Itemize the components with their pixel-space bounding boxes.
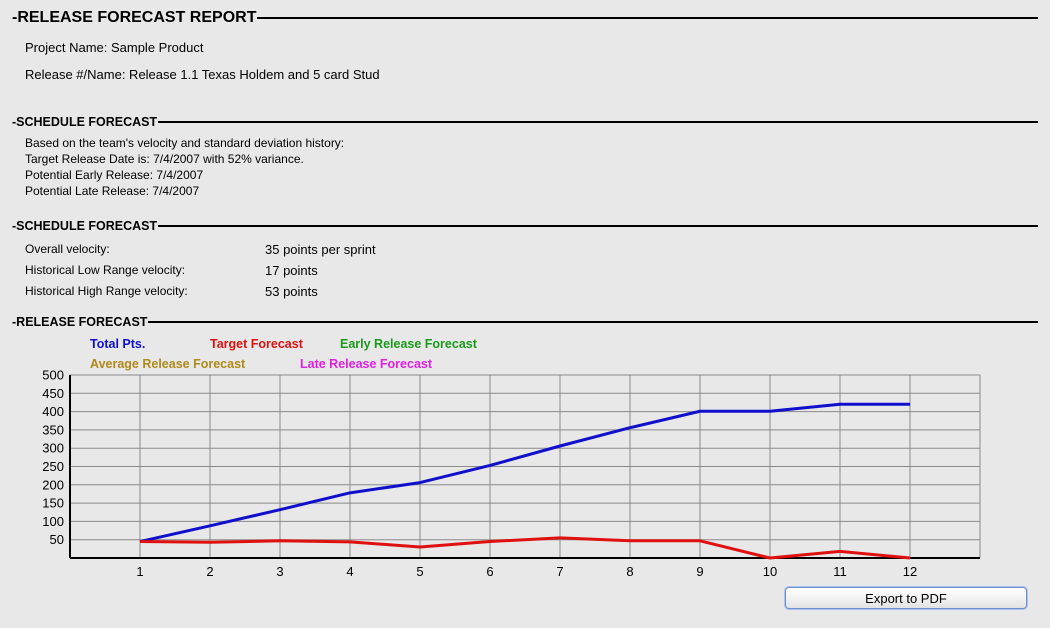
velocity-basis-text: Based on the team's velocity and standar… <box>25 136 345 150</box>
header-rule <box>158 121 1038 123</box>
high-range-velocity-value: 53 points <box>265 284 318 299</box>
x-tick-label: 6 <box>486 564 493 579</box>
series-line-target-forecast <box>139 536 911 560</box>
header-rule <box>148 321 1038 323</box>
early-release-date: Potential Early Release: 7/4/2007 <box>25 168 204 182</box>
legend-early-release-forecast: Early Release Forecast <box>340 337 477 351</box>
series-line-total-pts <box>139 402 910 543</box>
velocity-forecast-header: -SCHEDULE FORECAST <box>12 219 1038 233</box>
y-tick-label: 400 <box>42 404 64 419</box>
project-name: Project Name: Sample Product <box>25 40 204 55</box>
y-tick-label: 300 <box>42 441 64 456</box>
overall-velocity-label: Overall velocity: <box>25 242 110 256</box>
y-tick-label: 100 <box>42 514 64 529</box>
report-title: -RELEASE FORECAST REPORT <box>12 9 257 26</box>
low-range-velocity-value: 17 points <box>265 263 318 278</box>
export-to-pdf-button[interactable]: Export to PDF <box>785 587 1027 609</box>
legend-average-release-forecast: Average Release Forecast <box>90 357 246 371</box>
x-tick-label: 10 <box>763 564 777 579</box>
y-tick-label: 150 <box>42 496 64 511</box>
y-tick-label: 500 <box>42 368 64 383</box>
legend-total-pts: Total Pts. <box>90 337 146 351</box>
release-name: Release #/Name: Release 1.1 Texas Holdem… <box>25 67 380 82</box>
release-forecast-title: -RELEASE FORECAST <box>12 315 148 329</box>
x-tick-label: 4 <box>346 564 353 579</box>
header-rule <box>257 17 1038 19</box>
x-tick-label: 11 <box>833 564 847 579</box>
target-release-date: Target Release Date is: 7/4/2007 with 52… <box>25 152 304 166</box>
velocity-forecast-title: -SCHEDULE FORECAST <box>12 219 158 233</box>
high-range-velocity-label: Historical High Range velocity: <box>25 284 188 298</box>
x-tick-label: 2 <box>206 564 213 579</box>
release-forecast-header: -RELEASE FORECAST <box>12 315 1038 329</box>
x-tick-label: 9 <box>696 564 703 579</box>
overall-velocity-value: 35 points per sprint <box>265 242 376 257</box>
legend-late-release-forecast: Late Release Forecast <box>300 357 433 371</box>
x-tick-label: 1 <box>136 564 143 579</box>
low-range-velocity-label: Historical Low Range velocity: <box>25 263 186 277</box>
schedule-forecast-title: -SCHEDULE FORECAST <box>12 115 158 129</box>
schedule-forecast-header: -SCHEDULE FORECAST <box>12 115 1038 129</box>
y-tick-label: 350 <box>42 422 64 437</box>
y-tick-label: 50 <box>50 532 64 547</box>
y-tick-label: 250 <box>42 459 64 474</box>
y-tick-label: 450 <box>42 386 64 401</box>
x-tick-label: 5 <box>416 564 423 579</box>
x-tick-label: 3 <box>276 564 283 579</box>
report-header: -RELEASE FORECAST REPORT <box>12 9 1038 27</box>
x-tick-label: 8 <box>626 564 633 579</box>
header-rule <box>158 225 1038 227</box>
x-tick-label: 7 <box>556 564 563 579</box>
x-tick-label: 12 <box>903 564 917 579</box>
legend-target-forecast: Target Forecast <box>210 337 303 351</box>
y-tick-label: 200 <box>42 477 64 492</box>
late-release-date: Potential Late Release: 7/4/2007 <box>25 184 200 198</box>
